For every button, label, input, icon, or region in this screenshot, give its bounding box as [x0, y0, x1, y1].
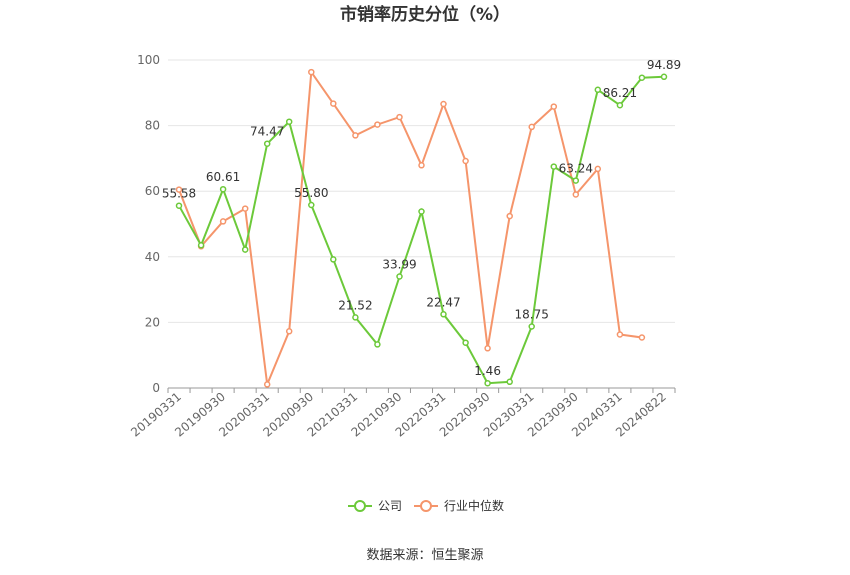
- data-point[interactable]: [638, 74, 646, 81]
- data-label: 33.99: [382, 258, 416, 272]
- data-point[interactable]: [241, 205, 249, 212]
- data-point[interactable]: [197, 242, 205, 249]
- data-point[interactable]: [594, 165, 602, 173]
- data-point[interactable]: [308, 201, 315, 209]
- legend-marker: [420, 500, 432, 512]
- data-label: 94.89: [647, 58, 681, 72]
- y-tick-label: 40: [145, 250, 160, 264]
- data-label: 55.58: [162, 187, 196, 201]
- y-axis-ticks: 0 20 40 60 80 100: [137, 53, 160, 395]
- data-point[interactable]: [330, 100, 337, 107]
- data-point[interactable]: [572, 191, 580, 198]
- series-lines: [175, 68, 668, 389]
- data-point[interactable]: [616, 101, 624, 109]
- legend-item-0[interactable]: 公司: [348, 499, 402, 513]
- data-point[interactable]: [572, 177, 580, 184]
- data-point[interactable]: [219, 185, 227, 193]
- data-label: 63.24: [559, 162, 593, 176]
- data-point[interactable]: [594, 86, 602, 94]
- data-point[interactable]: [263, 381, 271, 388]
- x-axis: 2019033120190930202003312020093020210331…: [128, 387, 676, 440]
- data-point[interactable]: [462, 157, 469, 165]
- data-point[interactable]: [374, 341, 381, 348]
- data-point[interactable]: [263, 140, 271, 147]
- data-label: 55.80: [294, 186, 328, 200]
- data-point[interactable]: [462, 339, 469, 346]
- chart-title: 市销率历史分位（%）: [340, 4, 510, 25]
- data-label: 74.47: [250, 125, 284, 139]
- data-point[interactable]: [638, 334, 646, 341]
- series-line-0: [178, 75, 665, 385]
- data-point[interactable]: [330, 256, 337, 263]
- data-point[interactable]: [396, 273, 403, 280]
- data-point[interactable]: [374, 121, 381, 128]
- legend-label: 行业中位数: [444, 498, 504, 513]
- data-point[interactable]: [528, 323, 535, 330]
- data-point[interactable]: [506, 378, 513, 386]
- data-point[interactable]: [219, 218, 227, 225]
- data-label: 86.21: [603, 86, 637, 100]
- data-point[interactable]: [550, 163, 558, 170]
- data-point[interactable]: [352, 132, 359, 139]
- data-label: 1.46: [474, 364, 501, 378]
- data-point[interactable]: [308, 68, 315, 76]
- data-point[interactable]: [506, 212, 513, 220]
- data-point[interactable]: [418, 208, 425, 215]
- data-labels: 55.58 60.61 74.47 55.80 21.52 33.99 22.47 1.46 1…: [162, 58, 681, 378]
- y-tick-label: 20: [145, 315, 160, 329]
- y-tick-label: 100: [137, 53, 160, 67]
- data-point[interactable]: [440, 311, 447, 318]
- data-label: 21.52: [338, 298, 372, 312]
- y-tick-label: 0: [152, 381, 160, 395]
- data-point[interactable]: [175, 202, 183, 209]
- legend-marker: [354, 500, 366, 512]
- data-point[interactable]: [528, 123, 535, 131]
- data-point[interactable]: [352, 314, 359, 321]
- data-point[interactable]: [616, 331, 624, 338]
- legend-item-1[interactable]: 行业中位数: [414, 498, 504, 513]
- y-tick-label: 60: [145, 184, 160, 198]
- data-point[interactable]: [241, 246, 249, 253]
- data-point[interactable]: [418, 162, 425, 169]
- data-label: 60.61: [206, 170, 240, 184]
- legend-label: 公司: [378, 499, 402, 513]
- data-point[interactable]: [175, 186, 183, 193]
- data-point[interactable]: [285, 118, 293, 125]
- data-point[interactable]: [550, 103, 558, 110]
- series-line-1: [178, 69, 643, 389]
- data-point[interactable]: [285, 328, 293, 335]
- legend[interactable]: 公司 行业中位数: [348, 498, 504, 513]
- y-tick-label: 80: [145, 119, 160, 133]
- data-point[interactable]: [484, 345, 491, 352]
- grid: [168, 59, 675, 323]
- data-point[interactable]: [440, 100, 447, 108]
- data-point[interactable]: [660, 73, 668, 81]
- data-source: 数据来源：恒生聚源: [366, 548, 483, 563]
- data-point[interactable]: [484, 379, 491, 387]
- data-point[interactable]: [396, 113, 403, 121]
- data-label: 18.75: [515, 308, 549, 322]
- data-label: 22.47: [426, 295, 460, 309]
